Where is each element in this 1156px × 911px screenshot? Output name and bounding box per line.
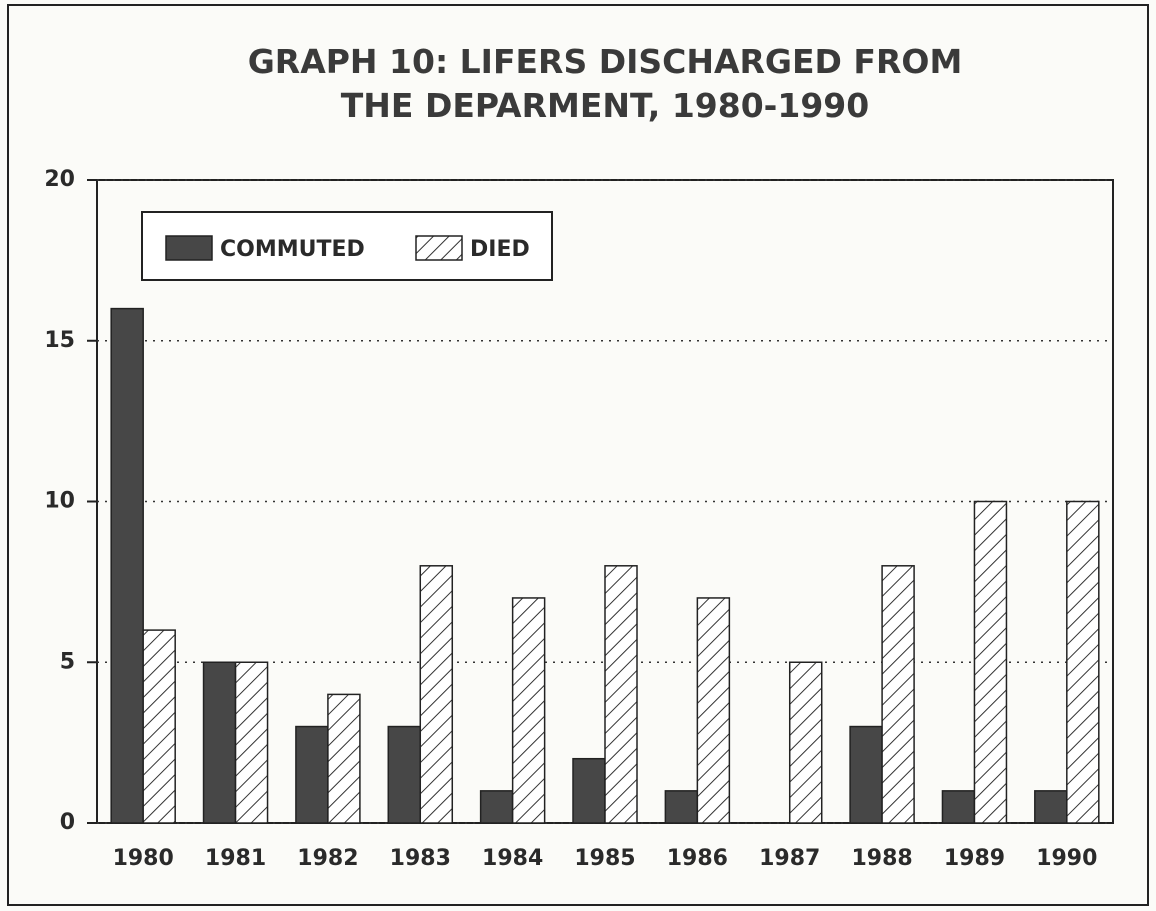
x-tick-label: 1986 <box>667 846 728 871</box>
y-tick-label: 15 <box>44 328 75 353</box>
bar <box>327 693 361 824</box>
x-tick-label: 1987 <box>759 846 820 871</box>
bar <box>973 500 1008 824</box>
x-tick-label: 1988 <box>851 846 912 871</box>
x-tick-label: 1980 <box>113 846 174 871</box>
bar <box>202 661 237 824</box>
bar <box>941 790 976 824</box>
y-tick-label: 0 <box>60 810 75 835</box>
legend-label: COMMUTED <box>220 237 365 262</box>
bar <box>664 790 699 824</box>
bar <box>788 661 823 824</box>
x-tick-label: 1984 <box>482 846 543 871</box>
bar <box>295 725 329 824</box>
x-tick-label: 1982 <box>297 846 358 871</box>
bar <box>479 790 514 824</box>
legend-swatch <box>415 235 463 261</box>
bar <box>881 565 915 824</box>
x-tick-label: 1985 <box>574 846 635 871</box>
bar <box>387 725 422 824</box>
x-tick-label: 1990 <box>1036 846 1097 871</box>
y-tick-label: 10 <box>44 489 75 514</box>
y-tick-label: 5 <box>60 649 75 674</box>
bar <box>419 565 454 824</box>
y-tick-label: 20 <box>44 167 75 192</box>
bar <box>849 725 883 824</box>
x-tick-label: 1989 <box>944 846 1005 871</box>
bar <box>1034 790 1068 824</box>
x-tick-label: 1981 <box>205 846 266 871</box>
bar <box>142 629 176 824</box>
x-tick-label: 1983 <box>390 846 451 871</box>
bar <box>511 597 546 824</box>
frame <box>7 4 1149 906</box>
bar <box>1066 500 1100 824</box>
bar <box>572 757 606 824</box>
bar <box>234 661 269 824</box>
legend-swatch <box>165 235 213 261</box>
bar <box>696 597 731 824</box>
chart-title: GRAPH 10: LIFERS DISCHARGED FROM THE DEP… <box>247 42 963 125</box>
legend-label: DIED <box>470 237 530 262</box>
bar <box>110 307 144 824</box>
bar <box>604 565 638 824</box>
